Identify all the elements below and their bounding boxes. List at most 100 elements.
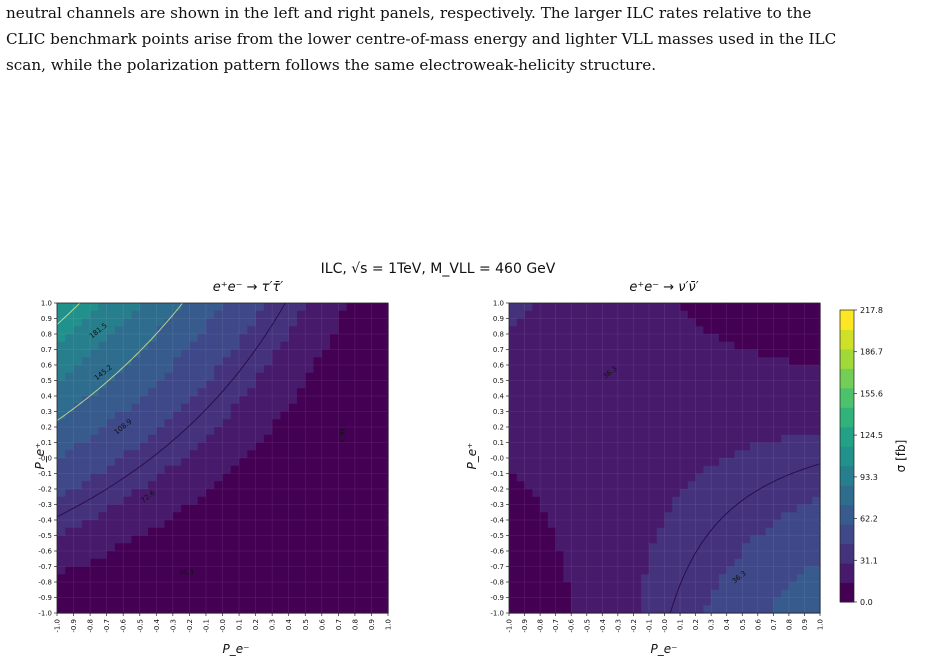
heatmap-cell	[57, 380, 66, 389]
heatmap-cell	[156, 450, 166, 459]
heatmap-cell	[321, 582, 331, 591]
heatmap-cell	[718, 403, 728, 413]
heatmap-cell	[181, 357, 191, 366]
heatmap-cell	[695, 458, 704, 467]
heatmap-cell	[379, 303, 389, 312]
x-tick-label: -0.8	[537, 619, 545, 633]
heatmap-cell	[296, 303, 306, 312]
heatmap-cell	[773, 334, 782, 343]
heatmap-cell	[641, 527, 650, 537]
heatmap-cell	[602, 427, 611, 436]
heatmap-cell	[672, 434, 681, 444]
heatmap-cell	[197, 458, 207, 467]
heatmap-cell	[726, 504, 736, 513]
heatmap-cell	[695, 303, 704, 312]
heatmap-cell	[156, 558, 166, 568]
heatmap-cell	[371, 434, 381, 444]
heatmap-cell	[547, 566, 557, 575]
heatmap-cell	[524, 504, 533, 513]
heatmap-cell	[796, 396, 806, 405]
heatmap-cell	[773, 520, 782, 529]
heatmap-cell	[641, 380, 650, 389]
heatmap-cell	[205, 450, 215, 459]
heatmap-cell	[571, 372, 580, 382]
heatmap-cell	[602, 543, 611, 552]
heatmap-cell	[509, 489, 518, 498]
heatmap-cell	[625, 310, 635, 320]
heatmap-cell	[524, 318, 533, 327]
heatmap-cell	[57, 512, 66, 521]
heatmap-cell	[796, 427, 806, 436]
heatmap-cell	[98, 334, 108, 343]
heatmap-cell	[189, 481, 199, 490]
heatmap-cell	[222, 357, 232, 366]
heatmap-cell	[532, 543, 541, 552]
heatmap-cell	[363, 543, 373, 552]
heatmap-cell	[672, 582, 681, 591]
heatmap-cell	[578, 450, 588, 459]
heatmap-cell	[672, 419, 681, 428]
heatmap-cell	[288, 465, 298, 475]
y-tick-label: 0.2	[493, 424, 504, 432]
heatmap-cell	[354, 535, 364, 544]
heatmap-cell	[280, 551, 290, 560]
heatmap-cell	[363, 458, 373, 467]
heatmap-cell	[338, 512, 348, 521]
heatmap-cell	[280, 566, 290, 575]
y-tick-label: -0.0	[490, 455, 504, 463]
heatmap-cell	[230, 396, 240, 405]
heatmap-cell	[633, 419, 642, 428]
heatmap-cell	[695, 334, 704, 343]
heatmap-cell	[641, 372, 650, 382]
heatmap-cell	[338, 334, 348, 343]
heatmap-cell	[563, 465, 572, 475]
heatmap-cell	[602, 504, 611, 513]
heatmap-cell	[734, 512, 743, 521]
heatmap-cell	[648, 427, 658, 436]
heatmap-cell	[57, 520, 66, 529]
heatmap-cell	[796, 458, 806, 467]
heatmap-cell	[680, 434, 689, 444]
heatmap-cell	[330, 380, 339, 389]
heatmap-cell	[313, 589, 323, 599]
heatmap-cell	[516, 403, 526, 413]
heatmap-cell	[247, 450, 257, 459]
heatmap-cell	[106, 535, 116, 544]
heatmap-cell	[648, 419, 658, 428]
heatmap-cell	[804, 535, 813, 544]
heatmap-cell	[757, 450, 767, 459]
heatmap-cell	[711, 582, 720, 591]
heatmap-cell	[181, 589, 191, 599]
heatmap-cell	[718, 372, 728, 382]
heatmap-cell	[672, 496, 681, 506]
heatmap-cell	[516, 481, 526, 490]
heatmap-cell	[695, 326, 704, 335]
heatmap-cell	[148, 535, 157, 544]
heatmap-cell	[742, 450, 751, 459]
heatmap-cell	[338, 496, 348, 506]
heatmap-cell	[98, 582, 108, 591]
heatmap-cell	[757, 403, 767, 413]
heatmap-cell	[610, 535, 619, 544]
heatmap-cell	[330, 535, 339, 544]
heatmap-cell	[812, 465, 821, 475]
heatmap-cell	[90, 349, 99, 358]
heatmap-cell	[148, 450, 157, 459]
heatmap-cell	[695, 589, 704, 599]
heatmap-cell	[540, 303, 549, 312]
heatmap-cell	[288, 520, 298, 529]
heatmap-cell	[757, 380, 767, 389]
heatmap-cell	[181, 396, 191, 405]
heatmap-cell	[540, 543, 549, 552]
x-tick-label: -1.0	[54, 619, 62, 633]
heatmap-cell	[65, 458, 75, 467]
heatmap-cell	[610, 334, 619, 343]
heatmap-cell	[65, 465, 75, 475]
heatmap-cell	[98, 465, 108, 475]
heatmap-cell	[695, 442, 704, 451]
heatmap-cell	[594, 396, 603, 405]
heatmap-cell	[540, 341, 549, 351]
figure-suptitle: ILC, √s = 1TeV, M_VLL = 460 GeV	[321, 261, 556, 277]
heatmap-cell	[695, 341, 704, 351]
heatmap-cell	[214, 481, 224, 490]
